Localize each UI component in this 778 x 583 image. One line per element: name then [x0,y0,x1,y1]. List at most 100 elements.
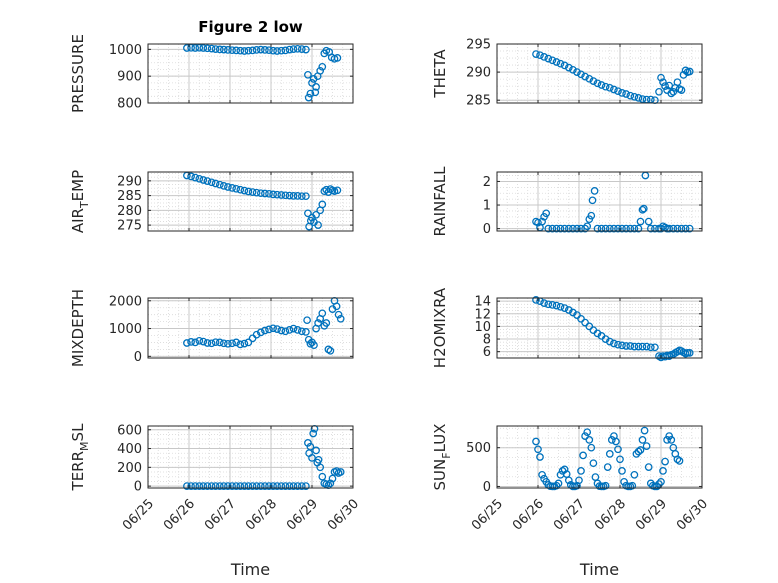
axes-box [496,425,703,489]
data-point [532,296,540,304]
data-point [630,92,639,101]
data-point [634,224,643,233]
data-point [252,482,261,490]
data-point [573,224,581,233]
data-point [612,437,620,446]
data-point [636,217,645,226]
data-point [610,224,618,233]
data-point [269,190,277,199]
data-point [626,224,635,233]
y-tick-label: 295 [466,38,491,53]
data-point [663,436,671,444]
data-point [273,325,281,333]
data-point [685,67,694,76]
data-point [552,301,561,310]
data-point [326,479,335,488]
data-point [261,189,269,198]
data-point [548,56,557,65]
data-point [211,179,220,188]
data-point [224,339,232,348]
data-point [657,73,665,82]
y-tick-label: 500 [466,441,491,456]
data-point [289,45,298,53]
data-point [601,82,610,91]
data-point [293,482,302,490]
data-point [211,338,220,347]
subplot-5: 0 1000 2000 MIXDEPTH [69,289,354,367]
data-point [256,482,265,490]
data-point [277,326,286,335]
data-point [191,44,200,52]
data-point [240,47,249,55]
data-point [536,51,544,60]
x-tick-label: 06/27 [202,496,239,533]
data-point [277,46,286,55]
data-point [575,476,583,485]
y-axis-label: SUNFLUX [431,424,453,491]
data-point [622,90,630,98]
data-point [183,339,191,347]
data-point [646,343,655,352]
data-point [277,482,286,490]
data-point [626,91,635,100]
data-point [281,191,290,200]
data-point [207,178,216,187]
data-point [236,340,245,349]
x-axis-label: Time [230,560,270,579]
data-point [622,342,630,350]
data-point [332,467,341,475]
data-point [560,465,569,474]
data-point [297,192,306,201]
y-tick-label: 6 [483,345,491,360]
data-point [314,319,322,327]
data-point [311,88,320,97]
data-point [618,341,626,350]
data-point [589,459,598,468]
axes-background [497,172,702,231]
data-point [638,436,647,444]
y-tick-label: 0 [483,222,491,237]
data-point [297,45,306,53]
data-point [318,309,327,318]
data-point [556,59,565,68]
data-point [564,476,573,485]
data-point [581,432,589,440]
data-point [289,192,298,200]
data-point [605,450,614,458]
data-point [215,338,224,347]
data-point [554,479,563,488]
data-point [285,191,294,200]
data-point [632,450,641,458]
data-point [302,192,310,201]
data-point [326,346,335,355]
data-point [532,437,540,446]
data-point [293,192,302,200]
data-point [336,468,345,476]
data-point [542,209,551,218]
data-point [597,81,606,89]
data-point [232,482,241,490]
data-point [244,338,253,347]
data-point [314,221,322,229]
data-point [665,432,674,440]
data-point [187,482,195,490]
data-point [236,46,245,55]
data-point [534,445,542,454]
data-point [312,446,320,455]
data-point [655,480,663,488]
data-point [544,300,553,309]
x-tick-label: 06/25 [469,496,506,533]
data-point [219,182,228,190]
data-point [665,224,674,233]
data-point [605,224,614,233]
data-point [183,44,191,52]
y-tick-label: 400 [117,442,142,457]
y-axis-label: H2OMIXRA [431,287,449,368]
data-point [669,87,678,96]
data-point [285,45,294,54]
y-axis-label: TERRMSL [69,423,91,492]
data-point [224,46,232,54]
subplot-7: 0 200 400 600 06/25 06/26 06/27 06/28 06/29 06/30… [69,423,362,579]
data-point [544,224,553,233]
